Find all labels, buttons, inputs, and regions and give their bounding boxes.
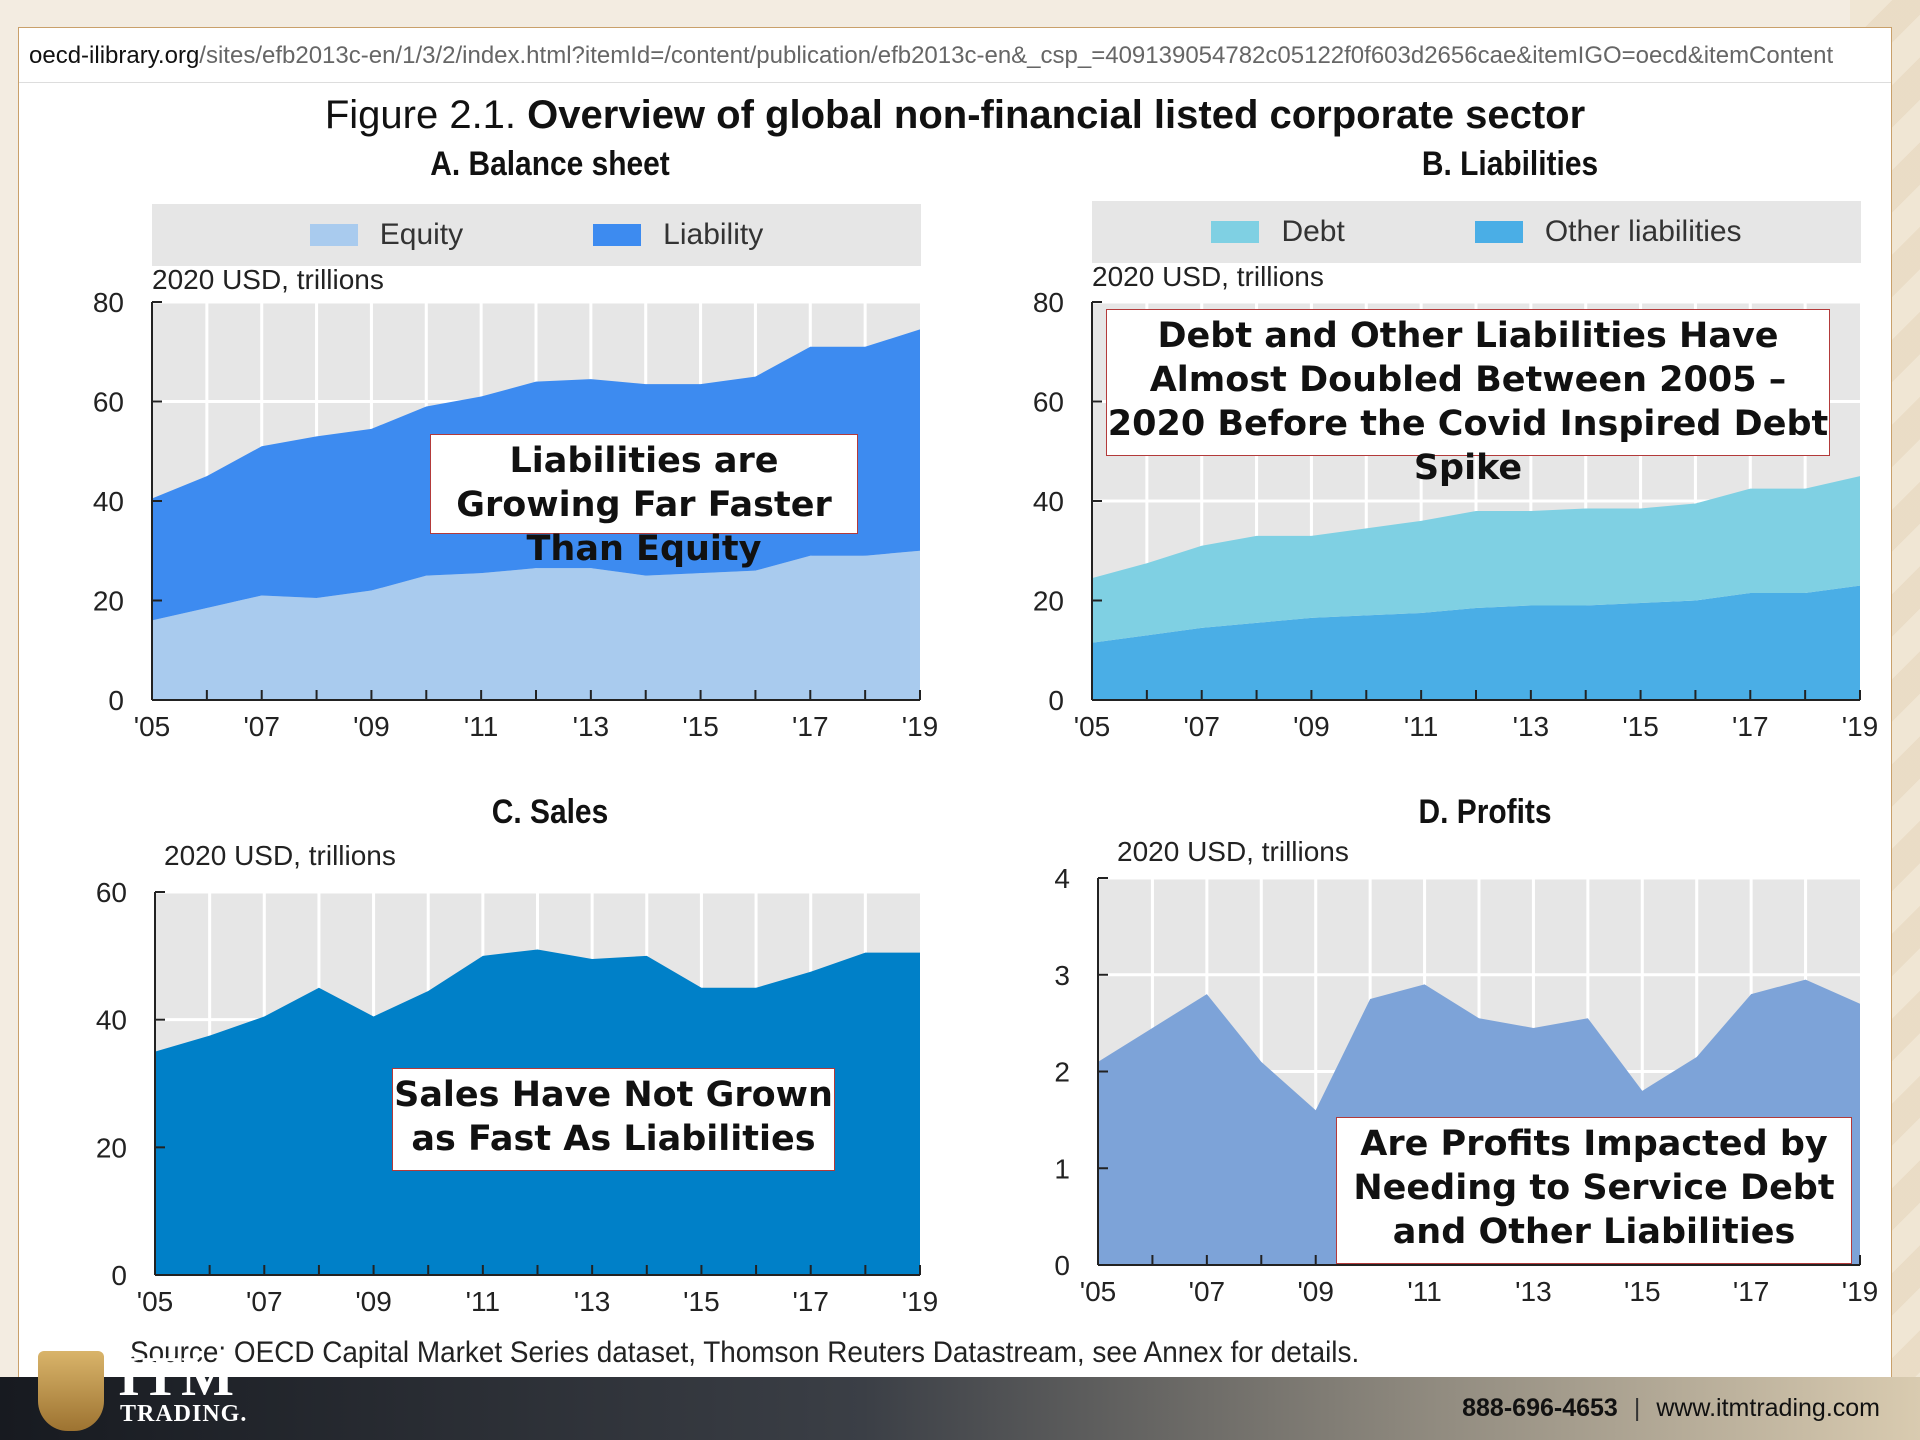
y-tick-label: 60 [1033,387,1064,418]
panel-b-legend: Debt Other liabilities [1092,201,1861,263]
panel-c-title: C. Sales [491,793,609,831]
logo-pillar-icon [38,1351,104,1431]
x-tick-label: '19 [1842,711,1879,740]
legend-item-debt: Debt [1211,215,1345,249]
y-tick-label: 0 [1048,685,1064,716]
website-link[interactable]: www.itmtrading.com [1656,1394,1880,1422]
x-tick-label: '07 [1183,711,1220,740]
y-tick-label: 80 [93,287,124,318]
debt-swatch [1211,221,1260,243]
panel-c-unit: 2020 USD, trillions [164,840,396,871]
x-tick-label: '11 [464,711,498,740]
liability-swatch [593,224,642,246]
y-tick-label: 60 [96,877,127,908]
y-tick-label: 2 [1054,1057,1070,1088]
x-tick-label: '09 [1297,1276,1334,1307]
panel-a-unit: 2020 USD, trillions [152,264,384,295]
y-tick-label: 1 [1054,1153,1070,1184]
url-path: /sites/efb2013c-en/1/3/2/index.html?item… [199,42,1834,69]
x-tick-label: '17 [1733,1276,1770,1307]
x-tick-label: '15 [1624,1276,1661,1307]
x-tick-label: '07 [1189,1276,1226,1307]
panel-d-callout: Are Profits Impacted by Needing to Servi… [1336,1117,1852,1264]
url-bar[interactable]: oecd-ilibrary.org/sites/efb2013c-en/1/3/… [19,28,1891,83]
phone-number[interactable]: 888-696-4653 [1462,1394,1618,1422]
y-tick-label: 4 [1054,863,1070,894]
figure-title: Figure 2.1. Overview of global non-finan… [19,93,1891,138]
y-tick-label: 40 [96,1005,127,1036]
x-tick-label: '05 [1074,711,1111,740]
x-tick-label: '09 [355,1286,392,1317]
x-tick-label: '15 [682,711,719,740]
y-tick-label: 20 [1033,586,1064,617]
x-tick-label: '09 [1293,711,1330,740]
panel-b-unit: 2020 USD, trillions [1092,261,1324,292]
x-tick-label: '13 [574,1286,611,1317]
figure-title-prefix: Figure 2.1. [324,93,528,137]
y-tick-label: 80 [1033,287,1064,318]
x-tick-label: '15 [1622,711,1659,740]
x-tick-label: '13 [1515,1276,1552,1307]
panel-b-title: B. Liabilities [1421,145,1599,183]
x-tick-label: '07 [246,1286,282,1317]
panel-d-title: D. Profits [1418,793,1552,831]
separator: | [1633,1394,1641,1422]
logo-main-text: ITM [118,1346,236,1408]
figure-title-bold: Overview of global non-financial listed … [527,93,1586,137]
x-tick-label: '05 [134,711,171,740]
y-tick-label: 60 [93,387,124,418]
y-tick-label: 0 [1054,1250,1070,1281]
panel-a-title: A. Balance sheet [430,145,670,183]
equity-swatch [309,224,358,246]
source-note: Source: OECD Capital Market Series datas… [130,1336,1360,1369]
legend-item-other-liabilities: Other liabilities [1474,215,1742,249]
legend-label: Debt [1281,215,1345,248]
footer-contact: 888-696-4653 | www.itmtrading.com [1462,1377,1880,1440]
legend-label: Liability [663,218,764,251]
y-tick-label: 20 [93,586,124,617]
other-liabilities-swatch [1474,221,1523,243]
legend-item-equity: Equity [309,218,464,252]
y-tick-label: 40 [93,486,124,517]
x-tick-label: '17 [792,1286,829,1317]
url-host: oecd-ilibrary.org [29,42,200,69]
x-tick-label: '19 [1842,1276,1879,1307]
x-tick-label: '13 [1513,711,1550,740]
logo-sub-text: TRADING. [120,1401,248,1427]
debt-area [1092,476,1860,643]
x-tick-label: '17 [1732,711,1769,740]
x-tick-label: '11 [466,1286,500,1317]
panel-c-callout: Sales Have Not Grown as Fast As Liabilit… [392,1068,835,1171]
panel-d-unit: 2020 USD, trillions [1117,836,1349,867]
x-tick-label: '15 [683,1286,720,1317]
y-tick-label: 20 [96,1132,127,1163]
y-tick-label: 3 [1054,960,1070,991]
other-liabilities-area [1092,585,1860,700]
x-tick-label: '05 [137,1286,174,1317]
x-tick-label: '11 [1404,711,1438,740]
panel-a-callout: Liabilities are Growing Far Faster Than … [430,434,858,569]
x-tick-label: '19 [902,1286,939,1317]
x-tick-label: '19 [902,711,939,740]
y-tick-label: 0 [111,1260,127,1291]
y-tick-label: 0 [108,685,124,716]
x-tick-label: '13 [573,711,610,740]
equity-area [152,550,920,700]
panel-b-callout: Debt and Other Liabilities Have Almost D… [1106,309,1830,488]
y-tick-label: 40 [1033,486,1064,517]
x-tick-label: '09 [353,711,390,740]
itm-trading-logo: ITM TRADING. [38,1343,298,1440]
legend-item-liability: Liability [593,218,763,252]
legend-label: Equity [379,218,464,251]
legend-label: Other liabilities [1544,215,1742,248]
x-tick-label: '05 [1080,1276,1117,1307]
footer-bar: 888-696-4653 | www.itmtrading.com [0,1377,1920,1440]
x-tick-label: '11 [1407,1276,1441,1307]
x-tick-label: '07 [243,711,280,740]
panel-a-legend: Equity Liability [152,204,921,266]
x-tick-label: '17 [792,711,829,740]
